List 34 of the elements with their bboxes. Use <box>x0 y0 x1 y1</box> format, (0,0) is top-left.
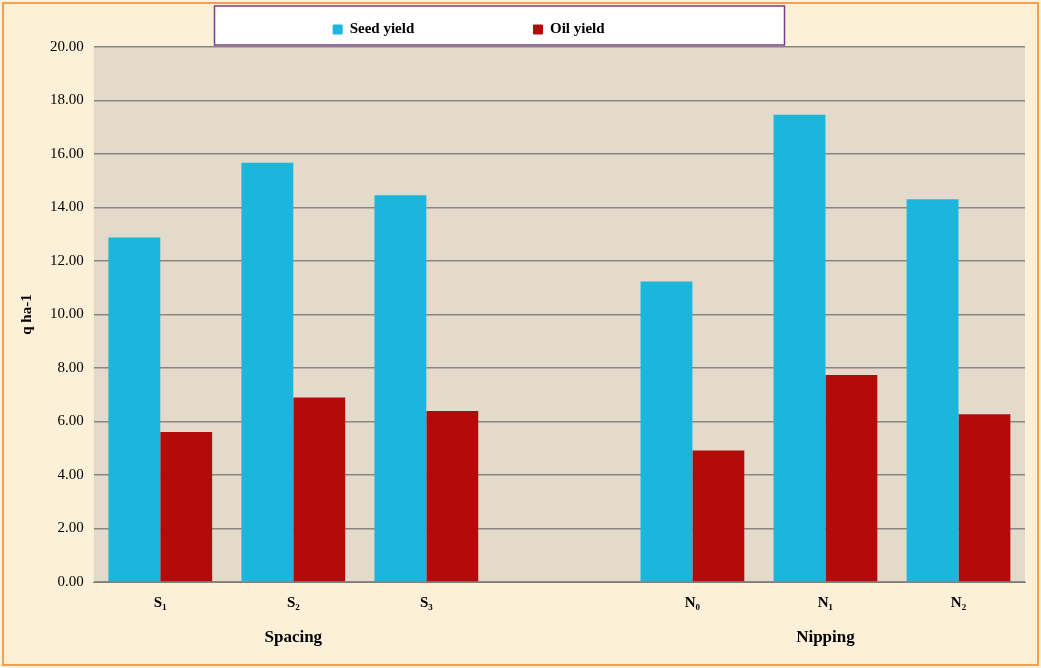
y-tick-label: 0.00 <box>57 572 84 589</box>
x-tick-label: N₀ <box>684 593 701 610</box>
y-tick-label: 8.00 <box>57 358 84 375</box>
bar <box>108 237 161 582</box>
x-tick-label: S₂ <box>286 593 301 610</box>
bar <box>958 414 1011 582</box>
bar <box>160 431 213 582</box>
y-tick-label: 10.00 <box>50 305 84 322</box>
x-tick-label: N₁ <box>817 593 834 610</box>
legend-label: Oil yield <box>550 20 706 37</box>
bar <box>241 162 294 582</box>
bar <box>293 397 346 582</box>
bar <box>692 450 745 582</box>
y-tick-label: 16.00 <box>50 144 84 161</box>
bar <box>640 281 693 582</box>
y-tick-label: 12.00 <box>50 251 84 268</box>
y-tick-label: 4.00 <box>57 465 84 482</box>
bar <box>374 195 427 582</box>
text: Nipping <box>796 627 856 647</box>
y-tick-label: 18.00 <box>50 91 84 108</box>
y-tick-label: 20.00 <box>50 37 84 54</box>
y-tick-label: 6.00 <box>57 412 84 429</box>
bar <box>426 411 479 582</box>
bar <box>906 199 959 582</box>
y-axis-title: q ha-1 <box>17 294 34 335</box>
x-tick-label: S₁ <box>153 593 167 610</box>
text: Spacing <box>264 627 323 647</box>
bar <box>825 374 878 582</box>
y-tick-label: 14.00 <box>50 198 84 215</box>
y-tick-label: 2.00 <box>57 519 84 536</box>
x-tick-label: N₂ <box>950 593 967 610</box>
legend-label: Seed yield <box>349 20 516 37</box>
x-tick-label: S₃ <box>419 593 434 610</box>
bar <box>773 114 826 582</box>
